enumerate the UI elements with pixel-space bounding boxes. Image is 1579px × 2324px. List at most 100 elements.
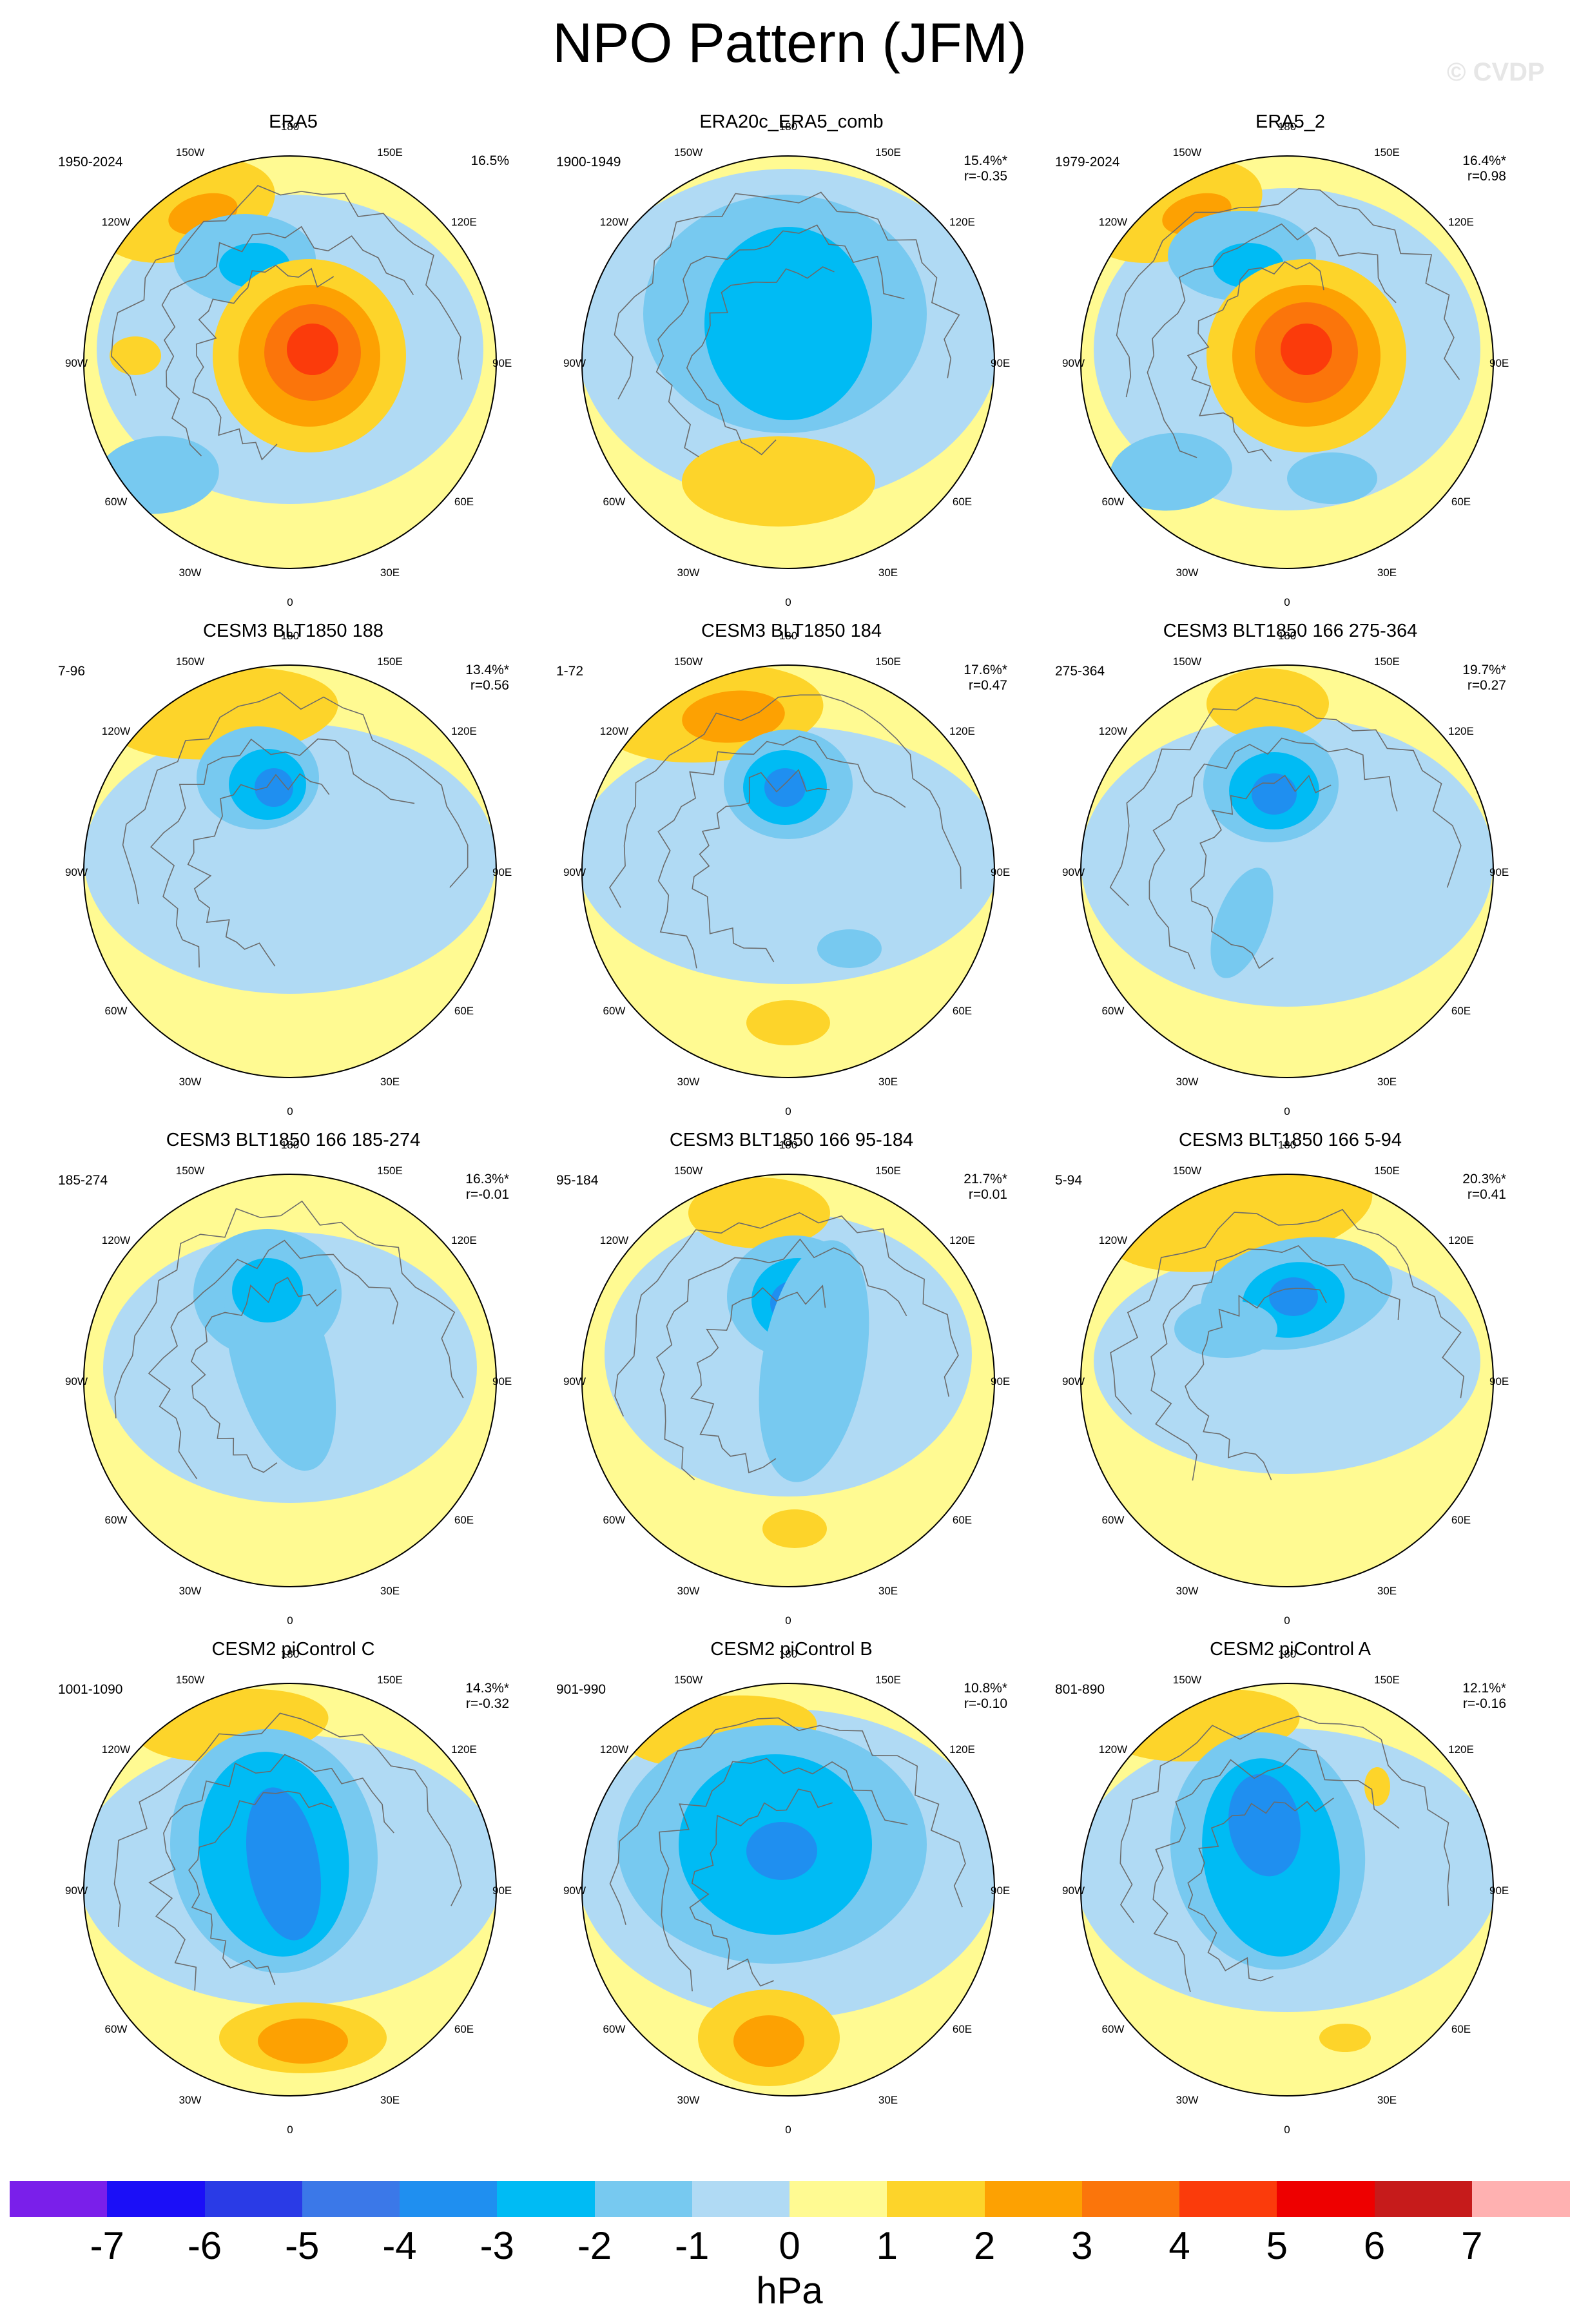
panel-correlation: r=-0.16 [1462,1696,1506,1711]
longitude-label: 0 [287,2124,293,2136]
longitude-label: 90W [563,866,586,878]
longitude-label: 30E [878,1585,898,1597]
longitude-label: 150E [875,1674,901,1686]
longitude-label: 120W [600,216,628,228]
colorbar-swatch [1277,2181,1375,2217]
longitude-label: 60E [454,496,474,508]
colorbar-tick-label: 2 [973,2224,996,2267]
longitude-label: 120E [1448,216,1474,228]
anomaly-contour [1364,1767,1390,1806]
panel-years: 185-274 [58,1173,108,1188]
anomaly-contour [287,324,338,375]
longitude-label: 60W [105,496,128,508]
map-border [581,1174,995,1587]
map-border [83,155,497,569]
colorbar-tick-label: 3 [1071,2224,1093,2267]
longitude-label: 150W [176,1165,204,1177]
longitude-label: 120W [102,216,130,228]
panel-title: ERA5_2 [1255,111,1325,132]
colorbar-swatch [1179,2181,1277,2217]
panel-years: 901-990 [556,1682,606,1697]
longitude-label: 150W [176,655,204,668]
anomaly-contour [1210,867,1274,978]
polar-map: 180 0 150W 150E 120W 120E 90W 90E 60W 60E 30W 30E [1062,1139,1509,1627]
longitude-label: 120E [1448,1234,1474,1246]
longitude-label: 180 [779,1648,797,1660]
map-border [1080,664,1494,1078]
longitude-label: 180 [281,1139,299,1151]
longitude-label: 180 [779,630,797,642]
longitude-label: 90E [991,1884,1010,1897]
longitude-label: 0 [785,1614,791,1627]
longitude-label: 150E [377,146,403,159]
longitude-label: 90E [991,866,1010,878]
longitude-label: 60E [953,496,972,508]
longitude-label: 0 [785,1105,791,1118]
panel-years: 1-72 [556,664,584,679]
anomaly-contour [1081,717,1493,1007]
longitude-label: 150W [1173,655,1201,668]
longitude-label: 90W [563,1884,586,1897]
longitude-label: 90W [65,1884,88,1897]
longitude-label: 90W [1062,866,1085,878]
map-border [581,664,995,1078]
colorbar-swatch [1081,2181,1180,2217]
longitude-label: 30W [1176,1076,1199,1088]
colorbar-swatch [302,2181,400,2217]
longitude-label: 90E [492,1375,512,1388]
longitude-label: 180 [779,1139,797,1151]
longitude-label: 60W [1102,1005,1125,1017]
longitude-label: 30W [1176,1585,1199,1597]
longitude-label: 30W [179,2094,202,2106]
longitude-label: 120W [1099,1234,1127,1246]
longitude-label: 60E [454,1005,474,1017]
map-panel: 180 0 150W 150E 120W 120E 90W 90E 60W 60E 30W 30E ER… [1036,111,1545,620]
map-panel: 180 0 150W 150E 120W 120E 90W 90E 60W 60E 30W 30E ER… [39,111,548,620]
panel-title: CESM3 BLT1850 166 185-274 [166,1130,421,1150]
longitude-label: 90W [1062,1375,1085,1388]
coastline [113,1712,462,1991]
panel-years: 1950-2024 [58,155,123,169]
colorbar-swatch [1471,2181,1570,2217]
longitude-label: 30W [677,1585,700,1597]
longitude-label: 60E [953,1514,972,1526]
longitude-label: 120W [600,1743,628,1756]
panel-variance-pct: 10.8%* [964,1681,1007,1696]
longitude-label: 120E [949,1743,975,1756]
map-border [83,1174,497,1587]
longitude-label: 90E [492,357,512,369]
anomaly-contour [1319,2024,1371,2052]
longitude-label: 30E [1377,566,1397,579]
longitude-label: 90W [563,1375,586,1388]
longitude-label: 90W [65,357,88,369]
panel-correlation: r=0.98 [1467,169,1506,184]
longitude-label: 60W [603,2023,626,2035]
panel-title: ERA20c_ERA5_comb [699,111,884,132]
longitude-label: 30W [179,1076,202,1088]
longitude-label: 60E [1451,1514,1471,1526]
panel-years: 1900-1949 [556,155,621,169]
map-border [83,664,497,1078]
longitude-label: 150W [674,1674,702,1686]
panel-variance-pct: 17.6%* [964,663,1007,677]
longitude-label: 90W [1062,357,1085,369]
coastline [608,694,962,969]
anomaly-contour [817,929,882,968]
longitude-label: 30W [1176,566,1199,579]
panel-title: CESM3 BLT1850 184 [701,621,882,641]
polar-map: 180 0 150W 150E 120W 120E 90W 90E 60W 60E 30W 30E [65,1139,512,1627]
longitude-label: 90E [492,1884,512,1897]
longitude-label: 90W [65,866,88,878]
longitude-label: 0 [1284,596,1290,608]
panel-correlation: r=0.56 [470,678,509,693]
coastline [122,692,469,968]
anomaly-contour [582,726,994,984]
map-border [1080,1174,1494,1587]
longitude-label: 150E [1374,1674,1400,1686]
longitude-label: 120E [451,216,477,228]
longitude-label: 30W [179,566,202,579]
coastline [614,191,960,458]
coastline [1110,1208,1465,1481]
longitude-label: 180 [1278,1648,1296,1660]
colorbar-tick-label: 7 [1461,2224,1483,2267]
